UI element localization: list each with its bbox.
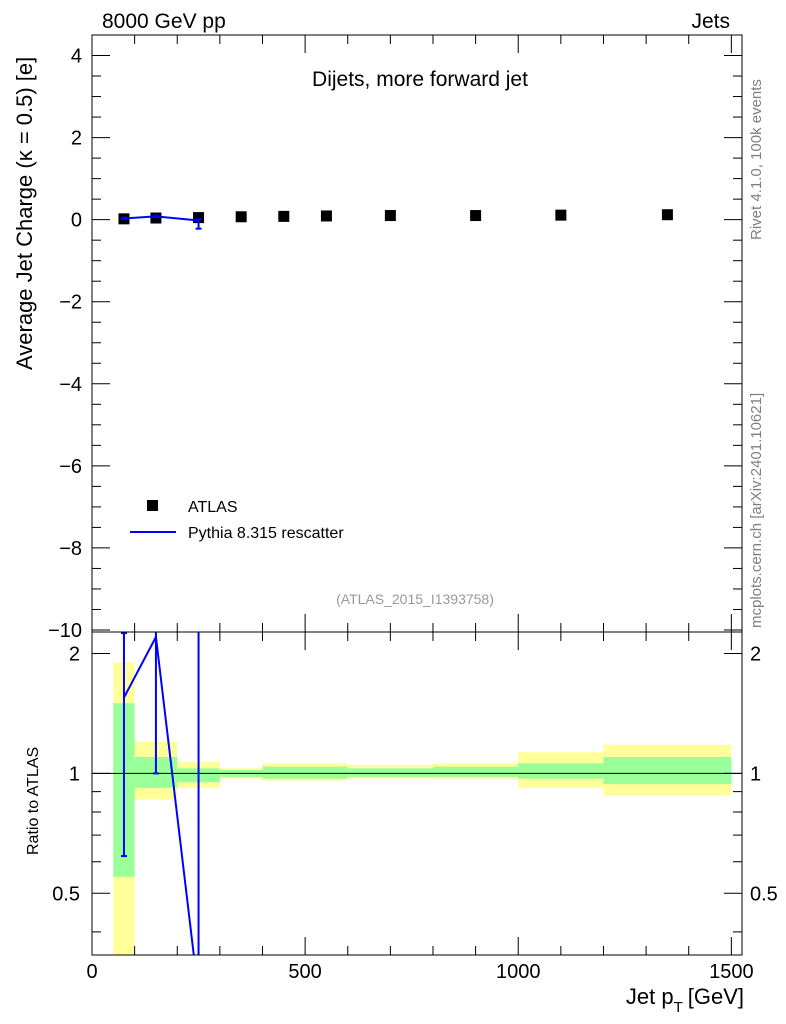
- x-tick-label: 1000: [496, 961, 541, 983]
- ratio-band-green: [347, 768, 433, 777]
- main-panel-ticks: [91, 34, 742, 632]
- legend-atlas-label: ATLAS: [188, 499, 238, 516]
- ratio-panel-frame: [91, 631, 743, 956]
- chart-title: Dijets, more forward jet: [312, 68, 528, 91]
- y-tick-label: −2: [59, 292, 82, 314]
- atlas-data-point: [661, 209, 673, 221]
- x-axis-label: Jet pT [GeV]: [626, 984, 744, 1016]
- y-tick-label: 4: [71, 46, 82, 68]
- y-tick-label: −10: [48, 620, 82, 642]
- y-tick-label: 2: [71, 128, 82, 150]
- main-panel-ytick-labels: 4 2 0 −2 −4 −6 −8 −10: [48, 46, 82, 642]
- x-tick-label: 500: [288, 961, 321, 983]
- mcplots-label: mcplots.cern.ch [arXiv:2401.10621]: [748, 393, 765, 628]
- x-axis-label-main: Jet p: [626, 984, 674, 1009]
- y-axis-label: Average Jet Charge (κ = 0.5) [e]: [12, 57, 37, 370]
- legend-atlas-marker: [147, 500, 158, 511]
- y-tick-label: −4: [59, 374, 82, 396]
- header-right-label: Jets: [691, 10, 730, 33]
- y-tick-label: −8: [59, 538, 82, 560]
- ratio-band-green: [262, 766, 348, 779]
- ratio-plot-area: [120, 632, 200, 955]
- legend: ATLAS Pythia 8.315 rescatter: [130, 499, 344, 542]
- ratio-y-tick-label-left: 0.5: [52, 883, 80, 905]
- atlas-data-point: [555, 209, 567, 221]
- x-axis-label-unit: [GeV]: [688, 984, 744, 1009]
- atlas-data-point: [235, 211, 247, 223]
- x-axis-label-sub: T: [674, 999, 683, 1016]
- ratio-series-line: [123, 633, 195, 955]
- y-tick-label: 0: [71, 210, 82, 232]
- ratio-y-tick-label-right: 2: [750, 643, 761, 665]
- atlas-data-point: [320, 210, 332, 222]
- main-panel-frame: [91, 34, 743, 633]
- main-plot-area: [118, 209, 673, 230]
- y-tick-label: −6: [59, 456, 82, 478]
- ratio-band-green: [518, 763, 604, 779]
- header-left-label: 8000 GeV pp: [102, 10, 226, 33]
- ratio-y-tick-label-right: 0.5: [750, 883, 778, 905]
- atlas-data-point: [278, 210, 290, 222]
- ratio-y-axis-label: Ratio to ATLAS: [25, 747, 42, 855]
- main-panel: 420−2−4−6−8−10 Dijets, more forward jet …: [12, 34, 743, 642]
- atlas-data-point: [470, 210, 482, 222]
- x-tick-label: 0: [86, 961, 97, 983]
- atlas-data-point: [384, 210, 396, 222]
- ratio-y-tick-label-left: 2: [69, 643, 80, 665]
- x-tick-label: 1500: [709, 961, 754, 983]
- ratio-y-tick-label-left: 1: [69, 763, 80, 785]
- legend-pythia-label: Pythia 8.315 rescatter: [188, 525, 344, 542]
- ratio-band-green: [603, 756, 732, 785]
- atlas-data-point: [193, 212, 205, 224]
- analysis-id-label: (ATLAS_2015_I1393758): [336, 591, 494, 607]
- ratio-y-tick-label-right: 1: [750, 763, 761, 785]
- ratio-panel-tick-labels: 0.5 0.5 1 1 2 2 0 500 1000 1500: [52, 643, 778, 983]
- ratio-band-green: [432, 766, 519, 777]
- rivet-version-label: Rivet 4.1.0, 100k events: [748, 79, 765, 240]
- ratio-panel: 0.5 0.5 1 1 2 2 0 500 1000 1500 Ratio to ATLAS Je…: [25, 631, 778, 1016]
